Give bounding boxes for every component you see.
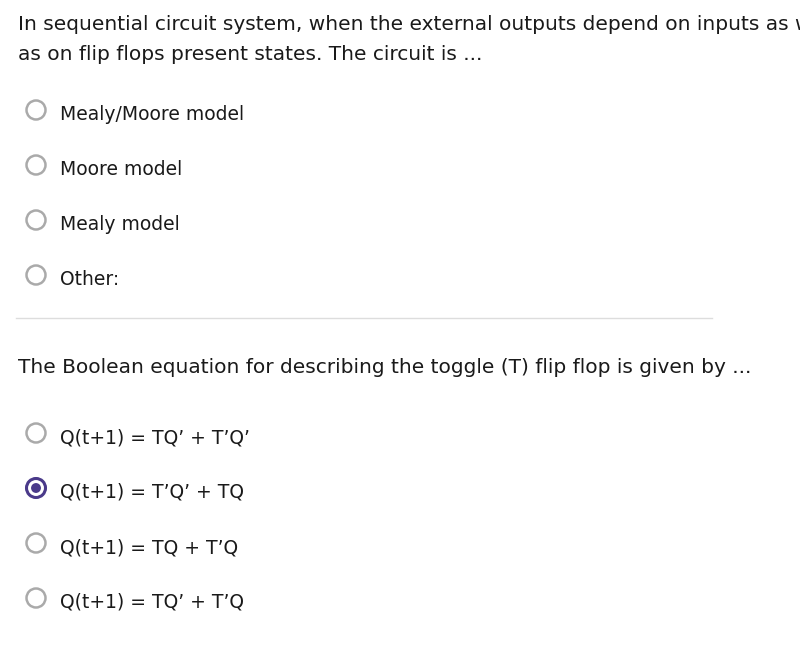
Circle shape xyxy=(26,211,46,229)
Circle shape xyxy=(26,589,46,607)
Text: Other:: Other: xyxy=(60,270,119,289)
Text: Moore model: Moore model xyxy=(60,160,182,179)
Circle shape xyxy=(26,478,46,498)
Text: The Boolean equation for describing the toggle (T) flip flop is given by ...: The Boolean equation for describing the … xyxy=(18,358,751,377)
Circle shape xyxy=(26,423,46,442)
Circle shape xyxy=(26,155,46,175)
Circle shape xyxy=(26,266,46,284)
Text: Mealy/Moore model: Mealy/Moore model xyxy=(60,105,244,124)
Circle shape xyxy=(26,100,46,120)
Text: Q(t+1) = T’Q’ + TQ: Q(t+1) = T’Q’ + TQ xyxy=(60,483,244,502)
Text: Mealy model: Mealy model xyxy=(60,215,180,234)
Text: Q(t+1) = TQ’ + T’Q’: Q(t+1) = TQ’ + T’Q’ xyxy=(60,428,250,447)
Circle shape xyxy=(26,533,46,553)
Text: In sequential circuit system, when the external outputs depend on inputs as well: In sequential circuit system, when the e… xyxy=(18,15,800,34)
Text: Q(t+1) = TQ + T’Q: Q(t+1) = TQ + T’Q xyxy=(60,538,238,557)
Circle shape xyxy=(31,483,41,493)
Text: Q(t+1) = TQ’ + T’Q: Q(t+1) = TQ’ + T’Q xyxy=(60,593,244,612)
Text: as on flip flops present states. The circuit is ...: as on flip flops present states. The cir… xyxy=(18,45,482,64)
